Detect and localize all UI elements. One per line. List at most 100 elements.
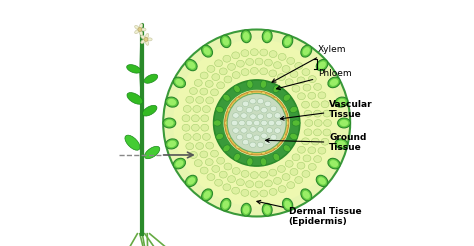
Ellipse shape	[262, 30, 272, 43]
Ellipse shape	[228, 108, 234, 113]
Ellipse shape	[185, 175, 197, 186]
Ellipse shape	[212, 74, 219, 80]
Ellipse shape	[301, 45, 312, 57]
Ellipse shape	[290, 71, 298, 77]
Ellipse shape	[201, 189, 212, 201]
Ellipse shape	[282, 120, 289, 126]
Ellipse shape	[261, 108, 267, 113]
Ellipse shape	[301, 138, 310, 145]
Ellipse shape	[324, 120, 331, 126]
Ellipse shape	[308, 147, 316, 154]
Ellipse shape	[246, 120, 253, 126]
Ellipse shape	[264, 59, 273, 66]
Ellipse shape	[304, 129, 312, 136]
Ellipse shape	[321, 138, 329, 145]
Ellipse shape	[275, 120, 282, 126]
Ellipse shape	[287, 57, 295, 64]
Ellipse shape	[323, 110, 331, 117]
Ellipse shape	[213, 120, 221, 126]
Ellipse shape	[247, 92, 253, 98]
Polygon shape	[127, 65, 141, 73]
Ellipse shape	[295, 177, 302, 184]
Ellipse shape	[217, 82, 225, 89]
Ellipse shape	[290, 169, 298, 175]
Ellipse shape	[337, 118, 350, 128]
Ellipse shape	[206, 97, 214, 104]
Ellipse shape	[168, 141, 176, 147]
Ellipse shape	[243, 205, 249, 214]
Ellipse shape	[207, 65, 215, 72]
Ellipse shape	[241, 69, 249, 76]
Ellipse shape	[292, 154, 300, 161]
Ellipse shape	[269, 51, 277, 58]
Ellipse shape	[298, 93, 305, 100]
Ellipse shape	[272, 97, 278, 104]
Ellipse shape	[202, 133, 210, 140]
Ellipse shape	[194, 79, 202, 86]
Ellipse shape	[207, 174, 215, 181]
Ellipse shape	[309, 76, 316, 83]
Ellipse shape	[200, 151, 208, 158]
Ellipse shape	[146, 41, 149, 45]
Circle shape	[214, 80, 300, 166]
Ellipse shape	[314, 83, 321, 90]
Text: Ground
Tissue: Ground Tissue	[265, 133, 366, 152]
Ellipse shape	[278, 53, 286, 60]
Ellipse shape	[274, 128, 281, 133]
Ellipse shape	[323, 129, 331, 136]
Text: Phloem: Phloem	[276, 69, 352, 90]
Ellipse shape	[246, 108, 253, 113]
Text: Xylem: Xylem	[272, 45, 346, 82]
Ellipse shape	[269, 188, 277, 195]
Ellipse shape	[220, 35, 231, 47]
Ellipse shape	[228, 63, 236, 70]
Ellipse shape	[250, 127, 256, 132]
Ellipse shape	[190, 88, 197, 94]
Ellipse shape	[304, 110, 312, 117]
Ellipse shape	[139, 24, 143, 28]
Ellipse shape	[292, 85, 300, 92]
Ellipse shape	[318, 147, 326, 154]
Circle shape	[138, 28, 142, 31]
Ellipse shape	[241, 50, 249, 57]
Ellipse shape	[283, 35, 293, 47]
Ellipse shape	[234, 85, 240, 93]
Ellipse shape	[313, 129, 321, 136]
Ellipse shape	[328, 158, 340, 169]
Ellipse shape	[330, 160, 338, 167]
Ellipse shape	[187, 177, 195, 185]
Ellipse shape	[165, 120, 173, 126]
Ellipse shape	[210, 89, 219, 96]
Ellipse shape	[321, 101, 329, 108]
Ellipse shape	[201, 115, 209, 122]
Ellipse shape	[303, 191, 310, 199]
Ellipse shape	[328, 77, 340, 88]
Ellipse shape	[260, 68, 268, 75]
Ellipse shape	[303, 155, 311, 162]
Ellipse shape	[191, 124, 199, 131]
Ellipse shape	[200, 88, 208, 95]
Ellipse shape	[305, 120, 313, 126]
Ellipse shape	[219, 68, 227, 75]
Ellipse shape	[297, 162, 305, 169]
Ellipse shape	[220, 199, 231, 211]
Polygon shape	[145, 146, 160, 159]
Ellipse shape	[241, 170, 249, 177]
Ellipse shape	[165, 97, 178, 107]
Ellipse shape	[278, 186, 286, 193]
Ellipse shape	[283, 94, 291, 101]
Ellipse shape	[250, 98, 256, 104]
Ellipse shape	[182, 124, 190, 131]
Ellipse shape	[285, 79, 293, 86]
Ellipse shape	[250, 142, 256, 148]
Ellipse shape	[241, 113, 247, 118]
Ellipse shape	[298, 146, 305, 153]
Ellipse shape	[337, 99, 346, 105]
Ellipse shape	[283, 199, 293, 211]
Ellipse shape	[257, 142, 264, 148]
Ellipse shape	[260, 80, 266, 88]
Text: Vascular
Tissue: Vascular Tissue	[280, 100, 373, 120]
Ellipse shape	[273, 177, 282, 184]
Ellipse shape	[273, 62, 282, 69]
Ellipse shape	[196, 142, 203, 149]
